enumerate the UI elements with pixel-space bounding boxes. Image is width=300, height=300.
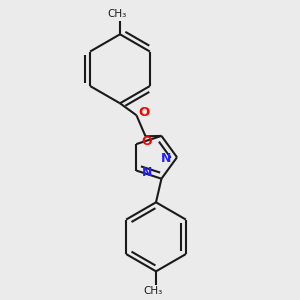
Text: O: O — [138, 106, 149, 119]
Text: CH₃: CH₃ — [107, 9, 127, 19]
Text: N: N — [142, 166, 152, 178]
Text: O: O — [142, 135, 152, 148]
Text: N: N — [161, 152, 172, 165]
Text: CH₃: CH₃ — [143, 286, 163, 296]
